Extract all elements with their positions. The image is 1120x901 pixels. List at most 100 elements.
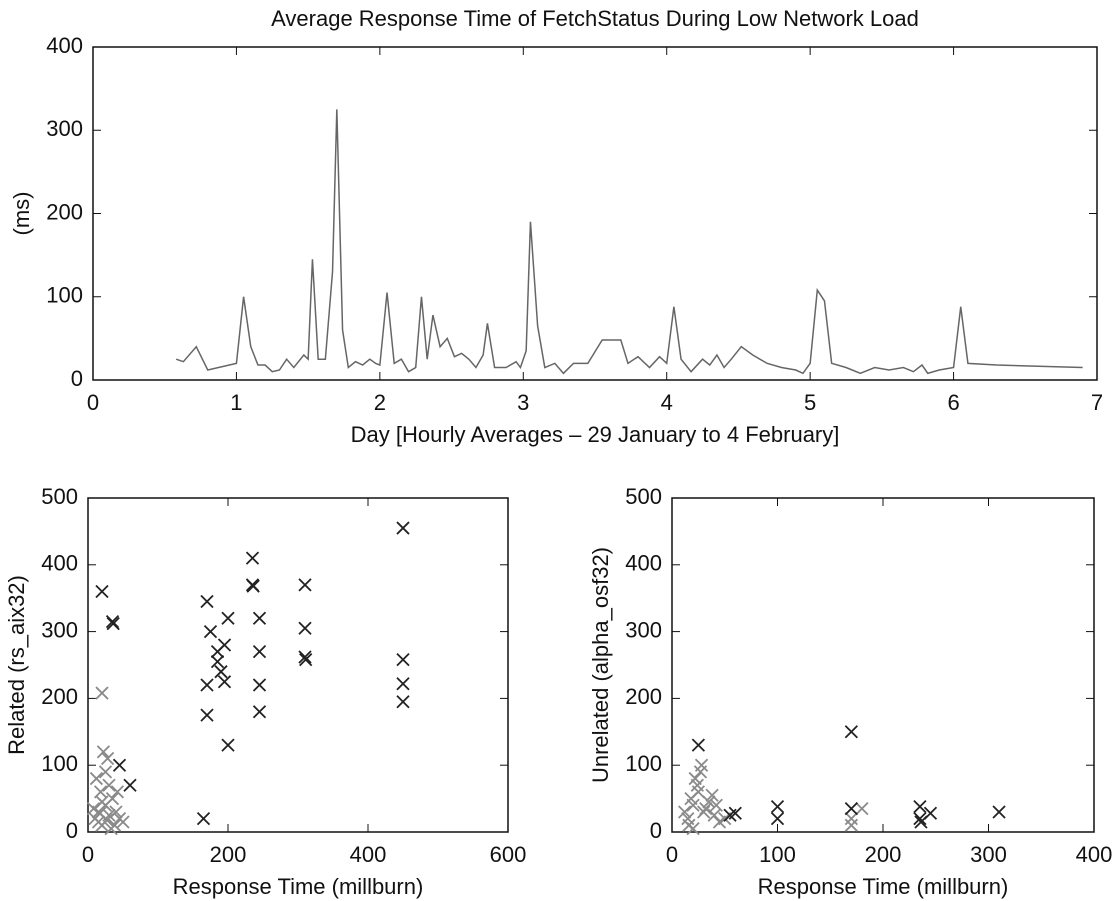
x-tick-label: 7 bbox=[1091, 390, 1103, 415]
cross-marker bbox=[252, 678, 267, 692]
cross-marker bbox=[693, 765, 708, 779]
x-tick-label: 400 bbox=[1076, 842, 1113, 867]
cross-marker bbox=[116, 815, 130, 829]
cross-marker bbox=[252, 611, 267, 625]
cross-marker bbox=[105, 791, 120, 806]
cross-marker bbox=[770, 799, 785, 814]
y-tick-label: 300 bbox=[625, 617, 662, 642]
x-tick-label: 3 bbox=[517, 390, 529, 415]
x-tick-label: 5 bbox=[804, 390, 816, 415]
x-tick-label: 1 bbox=[230, 390, 242, 415]
cross-marker bbox=[102, 778, 116, 792]
y-tick-label: 500 bbox=[41, 484, 78, 509]
cross-marker bbox=[246, 579, 260, 593]
y-tick-label: 0 bbox=[71, 366, 83, 391]
cross-marker bbox=[106, 616, 120, 631]
cross-marker bbox=[705, 788, 719, 802]
cross-marker bbox=[123, 778, 137, 792]
data-line bbox=[175, 109, 1083, 375]
x-tick-label: 0 bbox=[666, 842, 678, 867]
x-axis-label: Response Time (millburn) bbox=[758, 874, 1009, 899]
cross-marker bbox=[210, 655, 225, 669]
x-tick-label: 200 bbox=[210, 842, 247, 867]
y-tick-label: 300 bbox=[46, 116, 83, 141]
y-tick-label: 300 bbox=[41, 617, 78, 642]
chart-title: Average Response Time of FetchStatus Dur… bbox=[271, 6, 919, 31]
cross-marker bbox=[684, 791, 698, 806]
cross-marker bbox=[86, 801, 101, 816]
x-axis-label: Response Time (millburn) bbox=[173, 874, 424, 899]
cross-marker bbox=[396, 521, 410, 535]
cross-marker bbox=[217, 675, 232, 689]
cross-marker bbox=[93, 806, 107, 820]
x-tick-label: 300 bbox=[970, 842, 1007, 867]
y-axis-label: Unrelated (alpha_osf32) bbox=[588, 547, 613, 783]
cross-marker bbox=[95, 686, 109, 700]
cross-marker bbox=[96, 745, 111, 759]
x-tick-label: 600 bbox=[490, 842, 527, 867]
cross-marker bbox=[855, 801, 869, 816]
y-tick-label: 400 bbox=[625, 551, 662, 576]
cross-marker bbox=[298, 621, 312, 635]
cross-marker bbox=[214, 665, 228, 679]
y-tick-label: 200 bbox=[46, 199, 83, 224]
cross-marker bbox=[221, 738, 235, 752]
cross-marker bbox=[252, 705, 267, 719]
cross-marker bbox=[200, 708, 214, 722]
x-tick-label: 100 bbox=[759, 842, 796, 867]
cross-marker bbox=[89, 771, 104, 786]
cross-marker bbox=[844, 818, 858, 832]
cross-marker bbox=[923, 806, 938, 820]
cross-marker bbox=[104, 822, 118, 836]
cross-marker bbox=[844, 801, 858, 816]
y-tick-label: 400 bbox=[41, 551, 78, 576]
plot-frame bbox=[87, 497, 509, 833]
cross-marker bbox=[913, 812, 927, 826]
y-tick-label: 100 bbox=[46, 283, 83, 308]
x-tick-label: 200 bbox=[865, 842, 902, 867]
x-tick-label: 4 bbox=[661, 390, 673, 415]
x-tick-label: 6 bbox=[947, 390, 959, 415]
cross-marker bbox=[723, 808, 737, 822]
y-axis-label: (ms) bbox=[9, 192, 34, 236]
cross-marker bbox=[690, 778, 704, 792]
cross-marker bbox=[196, 812, 211, 826]
y-tick-label: 400 bbox=[46, 33, 83, 58]
cross-marker bbox=[95, 795, 109, 809]
cross-marker bbox=[200, 678, 214, 692]
y-tick-label: 200 bbox=[625, 684, 662, 709]
cross-marker bbox=[702, 795, 716, 809]
x-tick-label: 0 bbox=[87, 390, 99, 415]
cross-marker bbox=[200, 594, 214, 609]
cross-marker bbox=[396, 653, 410, 667]
cross-marker bbox=[396, 695, 410, 709]
cross-marker bbox=[112, 758, 127, 772]
y-tick-label: 0 bbox=[66, 818, 78, 843]
cross-marker bbox=[709, 798, 723, 812]
y-tick-label: 100 bbox=[625, 751, 662, 776]
cross-marker bbox=[298, 578, 312, 592]
x-tick-label: 2 bbox=[374, 390, 386, 415]
x-tick-label: 400 bbox=[350, 842, 387, 867]
plot-frame bbox=[92, 46, 1098, 381]
cross-marker bbox=[844, 812, 858, 826]
cross-marker bbox=[691, 738, 706, 752]
cross-marker bbox=[844, 725, 858, 739]
cross-marker bbox=[707, 808, 721, 822]
cross-marker bbox=[245, 551, 260, 565]
cross-marker bbox=[298, 650, 312, 664]
cross-marker bbox=[299, 653, 313, 667]
cross-marker bbox=[396, 677, 410, 691]
y-axis-label: Related (rs_aix32) bbox=[4, 575, 29, 755]
x-tick-label: 0 bbox=[82, 842, 94, 867]
y-tick-label: 500 bbox=[625, 484, 662, 509]
cross-marker bbox=[105, 614, 120, 629]
x-axis-label: Day [Hourly Averages – 29 January to 4 F… bbox=[351, 422, 840, 447]
y-tick-label: 100 bbox=[41, 751, 78, 776]
cross-marker bbox=[992, 805, 1006, 819]
cross-marker bbox=[110, 785, 125, 799]
cross-marker bbox=[770, 812, 785, 826]
y-tick-label: 200 bbox=[41, 684, 78, 709]
cross-marker bbox=[686, 822, 700, 836]
